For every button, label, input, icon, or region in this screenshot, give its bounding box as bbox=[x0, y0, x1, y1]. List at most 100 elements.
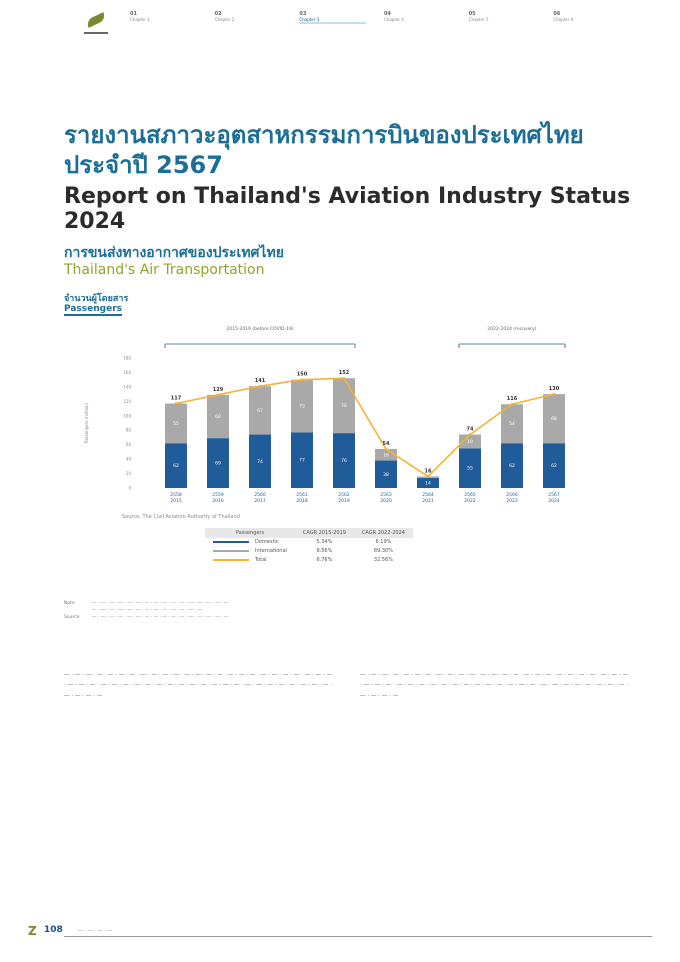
top-navigation: 01 Chapter 1 02 Chapter 2 03 Chapter 3 04 Ch… bbox=[82, 12, 620, 46]
legend-header: CAGR 2022-2024 bbox=[353, 528, 413, 538]
x-tick-label: 2563 bbox=[380, 492, 392, 498]
x-tick-label: 2566 bbox=[506, 492, 518, 498]
x-tick-label: 2559 bbox=[212, 492, 224, 498]
total-point bbox=[384, 447, 388, 451]
legend-row: Domestic 5.34% 6.19% bbox=[205, 538, 413, 547]
bar-international bbox=[543, 394, 565, 444]
footer-text: — · — · — · — bbox=[78, 928, 113, 934]
bar-international bbox=[291, 379, 313, 433]
y-tick-label: 0 bbox=[128, 486, 131, 491]
nav-item[interactable]: 04 Chapter 4 bbox=[384, 11, 404, 23]
section-title-thai: การขนส่งทางอากาศของประเทศไทย bbox=[64, 245, 284, 261]
y-tick-label: 100 bbox=[123, 413, 131, 418]
bar-domestic bbox=[375, 460, 397, 488]
bar-domestic-label: 69 bbox=[215, 461, 221, 467]
bar-domestic bbox=[459, 448, 481, 488]
bar-international bbox=[375, 449, 397, 461]
total-label: 141 bbox=[255, 378, 266, 384]
bar-international bbox=[207, 394, 229, 439]
y-tick-label: 120 bbox=[123, 399, 131, 404]
total-label: 54 bbox=[383, 441, 390, 447]
bar-international bbox=[501, 404, 523, 444]
annotation-label: 2015-2019 (before COVID-19) bbox=[226, 326, 293, 332]
total-point bbox=[174, 402, 178, 405]
bar-domestic bbox=[417, 477, 439, 488]
x-tick-label: 2024 bbox=[548, 498, 560, 504]
legend-row: International 8.56% 89.30% bbox=[205, 547, 413, 556]
x-tick-label: 2564 bbox=[422, 492, 434, 498]
bar-international-label: 73 bbox=[299, 404, 305, 410]
bar-domestic-label: 38 bbox=[383, 472, 389, 478]
bar-international bbox=[333, 378, 355, 434]
x-tick-label: 2558 bbox=[170, 492, 182, 498]
bar-domestic bbox=[207, 438, 229, 488]
body-text-left: — · — · — · — · — · — · — · — · — · — · … bbox=[64, 672, 332, 699]
total-point bbox=[510, 402, 514, 406]
total-point bbox=[216, 393, 220, 397]
y-tick-label: 60 bbox=[126, 442, 132, 447]
chart-notes: Note — · — · — · — · — · — · — · — · — · … bbox=[64, 601, 229, 620]
y-tick-label: 20 bbox=[126, 471, 132, 476]
total-point bbox=[342, 376, 346, 380]
leaf-icon bbox=[85, 12, 107, 28]
total-line bbox=[175, 377, 555, 478]
bar-domestic bbox=[501, 443, 523, 488]
bar-domestic-label: 62 bbox=[551, 463, 557, 469]
total-point bbox=[258, 384, 262, 388]
y-tick-label: 140 bbox=[123, 384, 131, 389]
nav-item[interactable]: 01 Chapter 1 bbox=[130, 11, 150, 23]
page-title-thai: รายงานสภาวะอุตสาหกรรมการบินของประเทศไทย … bbox=[64, 121, 584, 179]
y-tick-label: 160 bbox=[123, 370, 131, 375]
passenger-chart: Passengers (million) 0 20 40 60 80 100 120 140 16… bbox=[84, 326, 566, 504]
bar-international-label: 76 bbox=[341, 403, 347, 409]
x-tick-label: 2562 bbox=[338, 492, 350, 498]
brand-mark-icon: Z bbox=[28, 924, 37, 938]
bar-domestic-label: 62 bbox=[173, 463, 179, 469]
bar-international-label: 54 bbox=[509, 421, 515, 427]
bar-international-label: 16 bbox=[383, 452, 389, 458]
x-tick-label: 2561 bbox=[296, 492, 308, 498]
x-tick-label: 2565 bbox=[464, 492, 476, 498]
section-title-english: Thailand's Air Transportation bbox=[64, 262, 265, 278]
bar-international bbox=[459, 434, 481, 449]
annotation-label: 2022-2024 (recovery) bbox=[487, 326, 536, 332]
nav-item-active[interactable]: 03 Chapter 3 bbox=[299, 12, 367, 24]
nav-item[interactable]: 02 Chapter 2 bbox=[214, 11, 235, 23]
x-tick-label: 2020 bbox=[380, 498, 392, 504]
logo bbox=[82, 12, 112, 38]
x-tick-label: 2567 bbox=[548, 492, 560, 498]
x-tick-label: 2021 bbox=[422, 498, 434, 504]
bar-domestic bbox=[543, 443, 565, 488]
bar-domestic bbox=[291, 432, 313, 488]
bar-domestic-label: 62 bbox=[509, 463, 515, 469]
total-point bbox=[300, 378, 304, 382]
chart-source: Source: The Civil Aviation Authority of … bbox=[122, 514, 240, 520]
bar-domestic-label: 77 bbox=[299, 458, 305, 464]
total-label: 116 bbox=[507, 396, 518, 402]
total-line-swatch bbox=[213, 558, 249, 561]
subsection-title-english: Passengers bbox=[64, 304, 122, 316]
subsection-title-thai: จำนวนผู้โดยสาร bbox=[64, 294, 129, 304]
x-tick-label: 2019 bbox=[338, 498, 350, 504]
bar-domestic-label: 74 bbox=[257, 459, 263, 465]
bar-international-label: 19 bbox=[467, 439, 473, 445]
total-label: 130 bbox=[549, 386, 560, 392]
x-tick-label: 2015 bbox=[170, 498, 182, 504]
total-label: 117 bbox=[171, 396, 182, 402]
total-label: 16 bbox=[425, 468, 432, 474]
legend-table: Passengers CAGR 2015-2019 CAGR 2022-2024… bbox=[205, 528, 413, 565]
legend-header: CAGR 2015-2019 bbox=[294, 528, 354, 538]
bar-domestic bbox=[249, 434, 271, 488]
bar-domestic bbox=[333, 433, 355, 488]
total-point bbox=[426, 475, 430, 478]
bar-domestic-label: 14 bbox=[425, 480, 431, 486]
x-tick-label: 2016 bbox=[212, 498, 224, 504]
total-label: 129 bbox=[213, 387, 224, 393]
bar-domestic bbox=[165, 443, 187, 488]
footer-divider bbox=[64, 936, 652, 937]
total-label: 152 bbox=[339, 370, 350, 376]
nav-item[interactable]: 05 Chapter 5 bbox=[468, 11, 489, 23]
nav-item[interactable]: 06 Chapter 6 bbox=[553, 11, 574, 23]
body-text-right: — · — · — · — · — · — · — · — · — · — · … bbox=[360, 672, 628, 699]
y-tick-label: 80 bbox=[126, 428, 132, 433]
